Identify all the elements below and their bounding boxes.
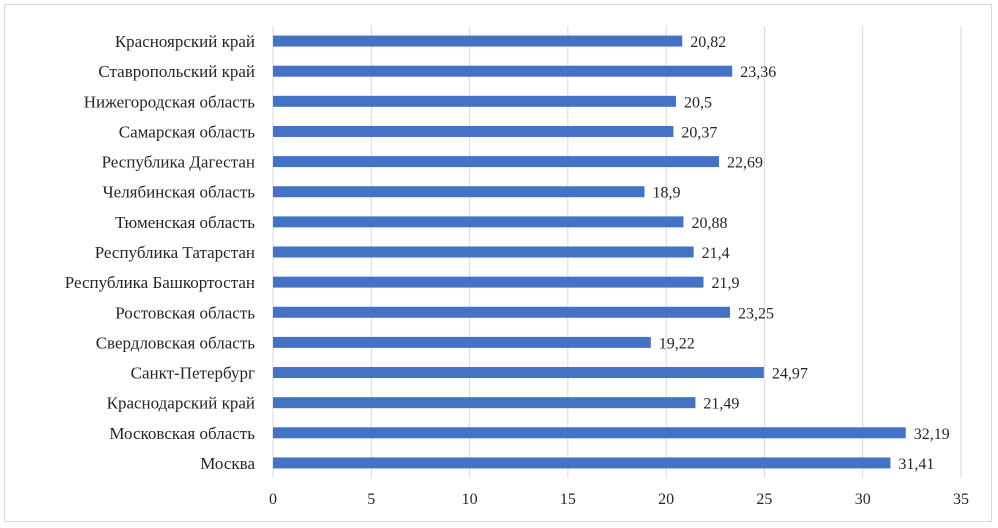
data-label: 23,36 (740, 64, 776, 81)
data-label: 21,49 (703, 396, 739, 413)
category-label: Республика Дагестан (102, 153, 255, 172)
bar (273, 397, 696, 409)
category-label: Санкт-Петербург (131, 364, 255, 383)
data-label: 31,41 (898, 456, 934, 473)
bars (273, 35, 906, 469)
data-label: 20,82 (690, 34, 726, 51)
bar (273, 125, 674, 137)
category-label: Республика Башкортостан (65, 273, 255, 292)
category-label: Красноярский край (115, 32, 255, 51)
x-tick-label: 5 (367, 491, 375, 508)
category-label: Самарская область (119, 122, 255, 141)
bar (273, 95, 676, 107)
bar (273, 246, 694, 258)
data-label: 19,22 (659, 335, 695, 352)
category-label: Свердловская область (96, 333, 256, 352)
bar (273, 276, 704, 288)
bar (273, 457, 891, 469)
category-label: Нижегородская область (84, 92, 256, 111)
x-tick-label: 25 (756, 491, 772, 508)
x-tick-label: 30 (855, 491, 871, 508)
bar (273, 427, 906, 439)
bar (273, 336, 651, 348)
category-label: Московская область (109, 424, 255, 443)
x-tick-label: 35 (953, 491, 969, 508)
data-label: 24,97 (772, 366, 808, 383)
data-label: 21,9 (711, 275, 739, 292)
bar (273, 367, 764, 379)
data-label: 20,5 (684, 94, 712, 111)
x-tick-label: 15 (560, 491, 576, 508)
data-label: 18,9 (653, 185, 681, 202)
category-label: Краснодарский край (107, 394, 255, 413)
bar (273, 216, 684, 228)
category-label: Ростовская область (115, 303, 255, 322)
category-label: Москва (200, 454, 255, 473)
data-label: 23,25 (738, 305, 774, 322)
bar (273, 35, 683, 47)
x-tick-labels: 0 5 10 15 20 25 30 35 (269, 491, 969, 508)
data-label: 21,4 (702, 245, 730, 262)
category-label: Ставропольский край (98, 62, 255, 81)
data-label: 32,19 (914, 426, 950, 443)
bar (273, 186, 645, 198)
value-labels: 20,82 23,36 20,5 20,37 22,69 18,9 20,88 21,4 21,… (653, 34, 950, 473)
data-label: 20,88 (691, 215, 727, 232)
category-label: Тюменская область (115, 213, 255, 232)
bar (273, 306, 731, 318)
category-label: Челябинская область (103, 183, 256, 202)
bar (273, 65, 733, 77)
bar (273, 156, 720, 168)
data-label: 22,69 (727, 155, 763, 172)
data-label: 20,37 (681, 124, 717, 141)
x-tick-label: 10 (462, 491, 478, 508)
category-label: Республика Татарстан (95, 243, 255, 262)
x-tick-label: 0 (269, 491, 277, 508)
category-labels: Красноярский край Ставропольский край Ниже… (65, 32, 256, 473)
x-tick-label: 20 (658, 491, 674, 508)
